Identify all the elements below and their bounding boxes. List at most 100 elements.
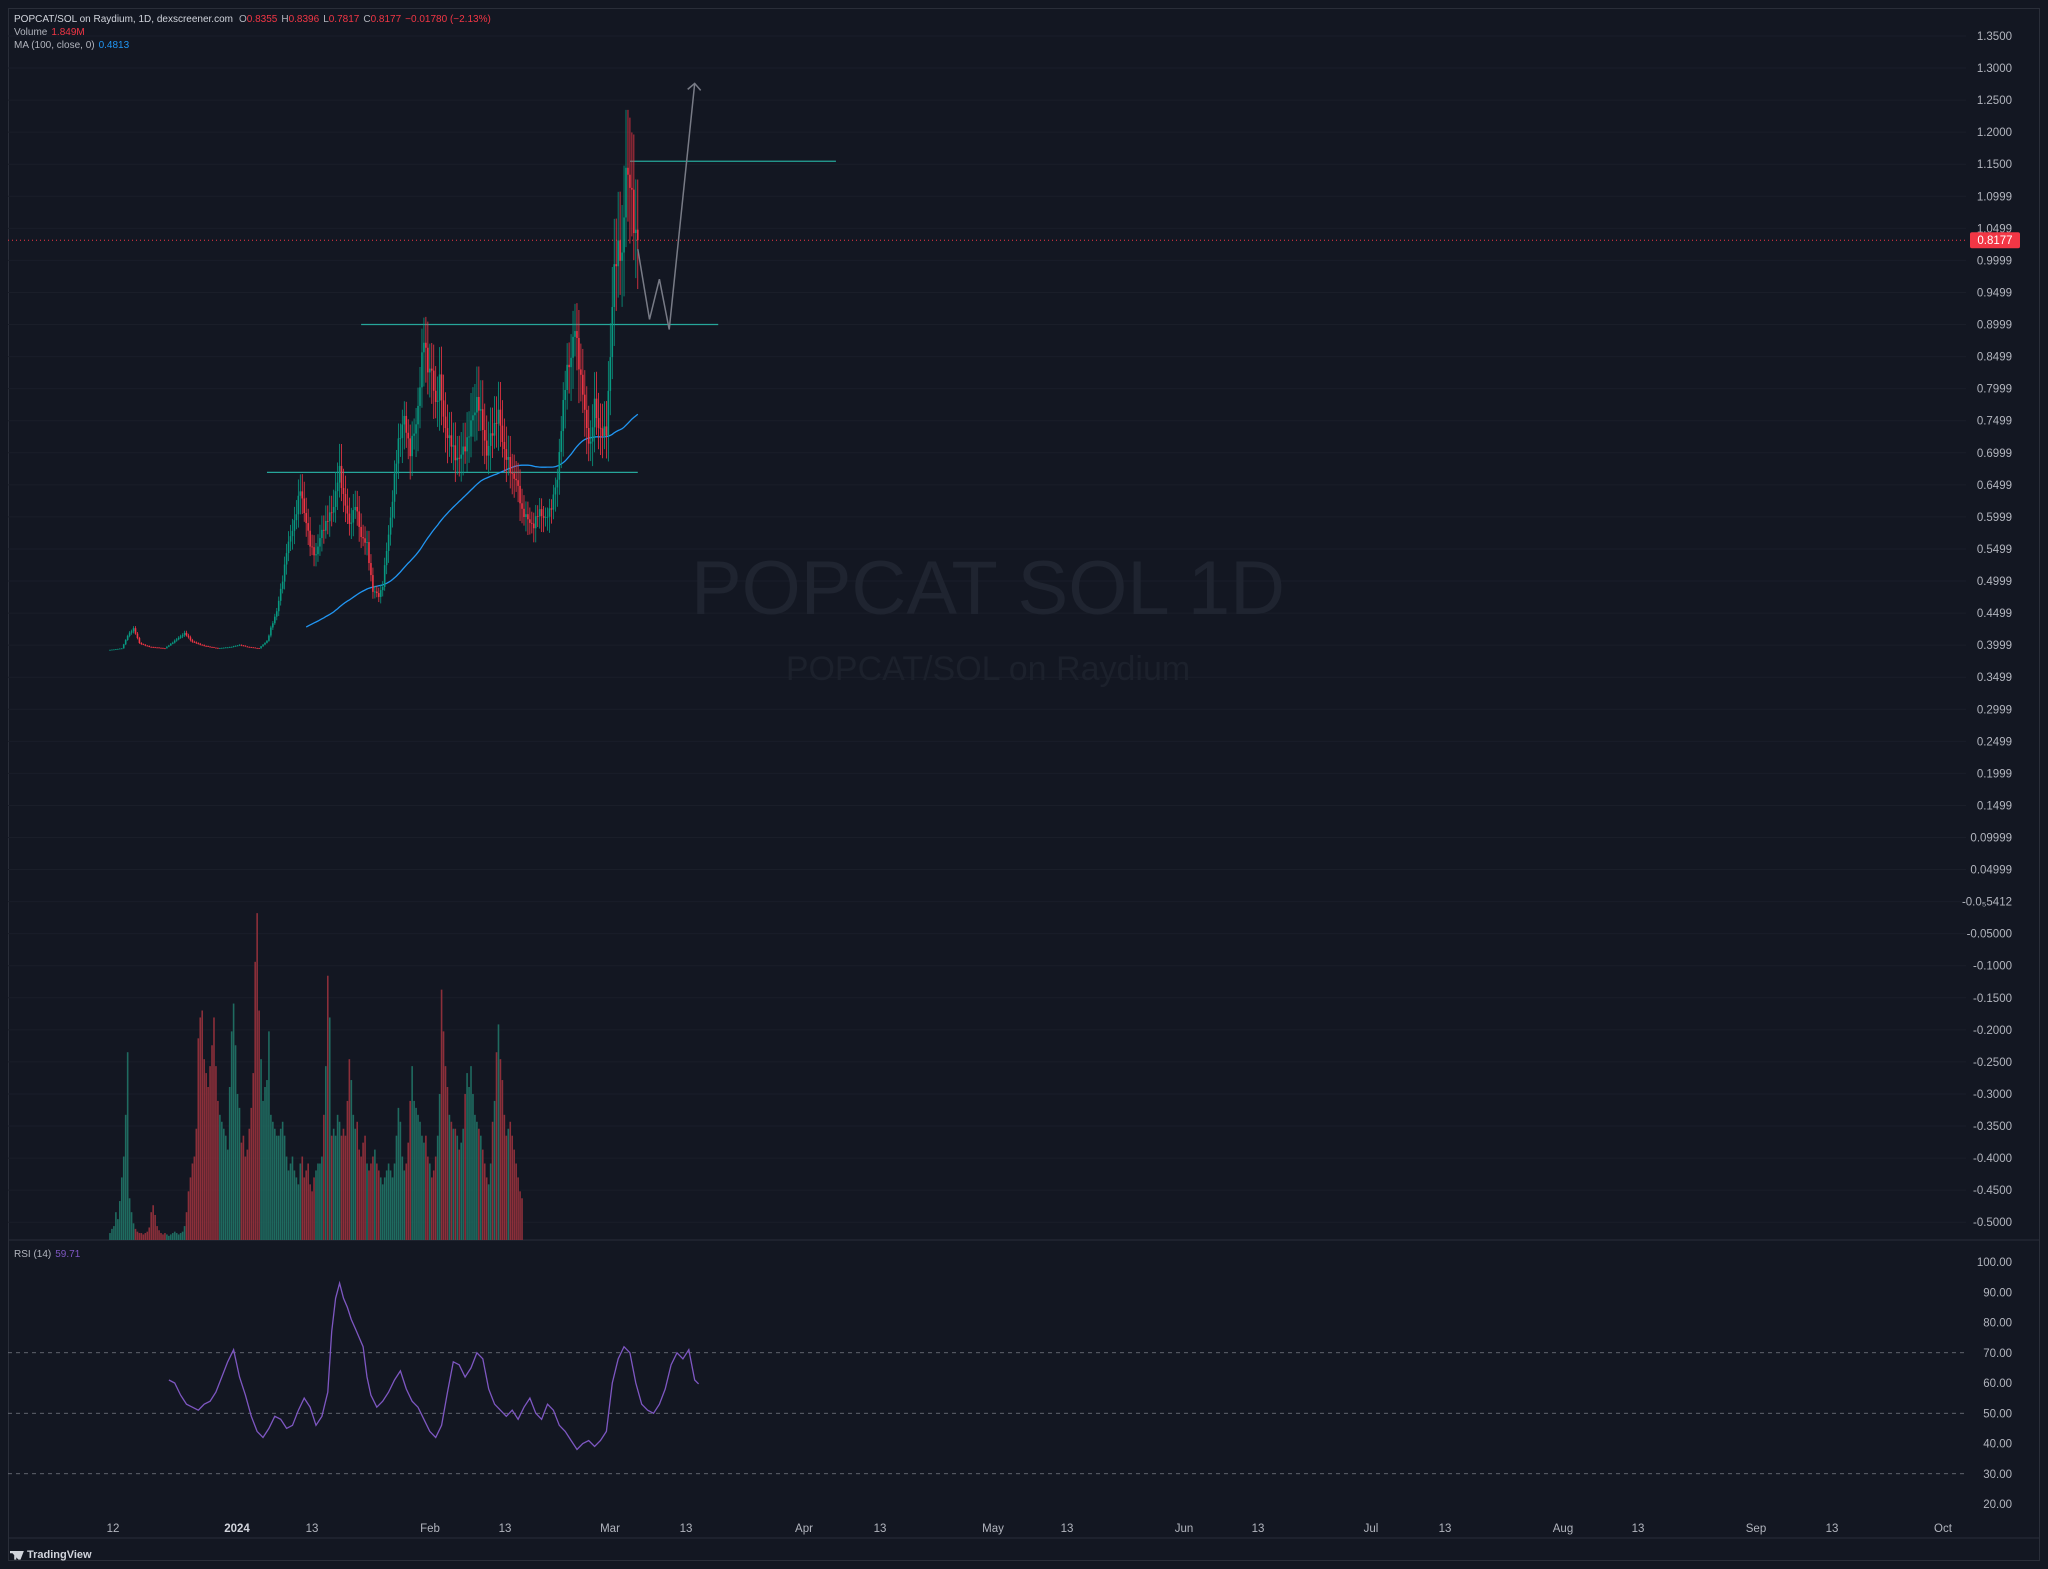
volume-bar: [256, 913, 258, 1240]
candle-body: [111, 649, 113, 651]
candle-body: [274, 616, 276, 624]
candle-body: [138, 638, 141, 643]
rsi-tick-label: 20.00: [1983, 1499, 2012, 1511]
candle-body: [370, 563, 372, 576]
candle-body: [417, 405, 419, 425]
volume-bar: [385, 1170, 388, 1240]
candle-body: [444, 416, 447, 429]
candle-body: [429, 368, 431, 373]
candle-body: [364, 538, 366, 543]
price-tick-label: -0.2500: [1973, 1057, 2012, 1069]
volume-bar: [377, 1170, 380, 1240]
candle-body: [295, 514, 298, 521]
candle-body: [124, 639, 127, 645]
candle-body: [487, 445, 490, 456]
volume-bar: [474, 1114, 476, 1240]
candle-body: [191, 640, 194, 642]
candle-body: [513, 473, 515, 479]
candle-body: [256, 647, 258, 649]
candle-body: [536, 516, 539, 517]
volume-bar: [456, 1135, 459, 1240]
volume-bar: [313, 1177, 315, 1240]
volume-bar: [232, 1003, 235, 1240]
candle-body: [301, 491, 304, 499]
rsi-line[interactable]: [168, 1280, 700, 1451]
candle-body: [266, 640, 268, 643]
time-tick-label: 13: [1632, 1523, 1645, 1535]
volume-bar: [452, 1128, 455, 1240]
candle-body: [629, 174, 631, 188]
last-price-badge: [1970, 232, 2020, 249]
volume-bar: [274, 1128, 276, 1240]
volume-bar: [197, 1038, 200, 1240]
volume-bar: [419, 1121, 421, 1240]
candle-body: [568, 364, 570, 368]
projection-path[interactable]: [637, 83, 696, 330]
candle-body: [362, 537, 364, 539]
candle-body: [493, 422, 496, 436]
volume-bar: [317, 1163, 319, 1240]
candle-body: [213, 647, 215, 649]
tradingview-logo[interactable]: TradingView: [10, 1549, 92, 1561]
candle-body: [201, 644, 204, 646]
candle-body: [164, 648, 166, 650]
candle-body: [285, 553, 288, 565]
time-tick-label: Oct: [1934, 1523, 1953, 1535]
volume-bar: [189, 1177, 192, 1240]
legend-symbol[interactable]: POPCAT/SOL on Raydium, 1D, dexscreener.c…: [14, 14, 233, 25]
rsi-tick-label: 70.00: [1983, 1348, 2012, 1360]
volume-bar: [268, 1031, 270, 1240]
candle-body: [515, 478, 517, 481]
candle-body: [395, 463, 398, 474]
ma-layer: [305, 413, 639, 628]
candle-body: [228, 647, 231, 648]
candle-body: [393, 473, 396, 502]
candle-body: [344, 494, 347, 506]
time-tick-label: 13: [1826, 1523, 1839, 1535]
legend-close: 0.8177: [370, 14, 402, 25]
volume-bar: [328, 1017, 331, 1240]
candle-body: [456, 457, 459, 461]
volume-bar: [272, 1121, 274, 1240]
time-tick-label: 13: [306, 1523, 319, 1535]
volume-bar: [181, 1231, 184, 1240]
candle-body: [440, 374, 443, 401]
volume-bar: [417, 1114, 419, 1240]
candle-body: [226, 647, 229, 649]
candle-body: [130, 631, 133, 633]
price-tick-label: 0.8499: [1977, 352, 2012, 364]
candle-body: [309, 530, 311, 547]
volume-bar: [285, 1156, 288, 1240]
volume-bar: [297, 1184, 300, 1240]
volume-bar: [126, 1052, 129, 1240]
candle-body: [419, 387, 421, 406]
volume-bar: [427, 1156, 429, 1240]
volume-bar: [311, 1191, 313, 1240]
volume-bar: [401, 1156, 404, 1240]
volume-bar: [379, 1177, 382, 1240]
volume-bar: [450, 1121, 453, 1240]
legend-volume-row[interactable]: Volume 1.849M: [14, 26, 89, 39]
ma-100-line[interactable]: [305, 413, 639, 628]
volume-bar: [499, 1059, 502, 1240]
candle-body: [499, 409, 502, 426]
candle-body: [350, 522, 353, 524]
candle-body: [368, 542, 370, 564]
volume-bar: [168, 1235, 170, 1240]
volume-bar: [228, 1087, 231, 1240]
volume-bar: [332, 1128, 335, 1240]
legend-ma-row[interactable]: MA (100, close, 0) 0.4813: [14, 39, 133, 52]
volume-bar: [519, 1191, 521, 1240]
volume-bar: [462, 1128, 464, 1240]
candle-body: [299, 491, 302, 496]
candle-body: [633, 189, 635, 234]
candle-body: [599, 427, 602, 429]
volume-bar: [170, 1234, 172, 1240]
legend-rsi-row[interactable]: RSI (14) 59.71: [14, 1248, 84, 1261]
volume-bar: [438, 1093, 441, 1240]
candle-body: [232, 646, 235, 648]
volume-bar: [409, 1100, 411, 1240]
price-tick-label: 0.7499: [1977, 416, 2012, 428]
candle-body: [146, 645, 149, 647]
